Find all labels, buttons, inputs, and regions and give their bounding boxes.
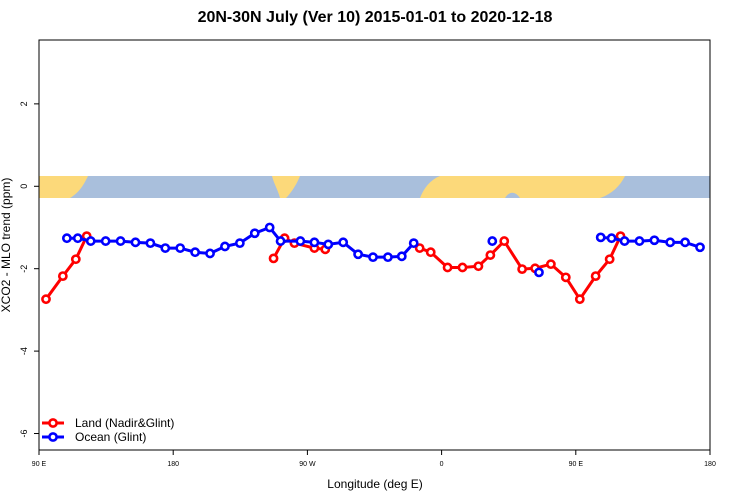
data-point: [190, 247, 201, 258]
legend-label: Land (Nadir&Glint): [75, 416, 174, 430]
y-tick-label: -2: [19, 265, 29, 273]
data-point: [368, 252, 378, 263]
data-point: [220, 241, 230, 252]
y-tick-label: -4: [19, 347, 29, 355]
data-point: [383, 252, 393, 263]
data-point: [485, 250, 496, 260]
data-point: [70, 254, 81, 265]
data-point: [72, 233, 83, 244]
data-point: [41, 294, 51, 305]
data-point: [85, 236, 96, 246]
data-point: [353, 249, 363, 260]
data-point: [338, 237, 349, 248]
data-point: [606, 233, 617, 244]
data-point: [649, 235, 660, 246]
data-point: [619, 236, 630, 246]
series-line: [44, 235, 89, 301]
data-point: [517, 264, 528, 275]
data-point: [499, 236, 510, 246]
data-point: [160, 243, 171, 253]
x-tick-label: 90 W: [299, 461, 316, 468]
data-point: [264, 222, 275, 233]
data-point: [590, 271, 601, 282]
data-point: [61, 233, 72, 244]
data-point: [414, 243, 425, 253]
data-point: [295, 236, 306, 246]
data-point: [396, 251, 407, 262]
data-point: [473, 261, 484, 272]
legend-marker: [48, 432, 58, 442]
data-point: [249, 228, 260, 239]
data-point: [205, 248, 215, 259]
y-tick-label: 0: [19, 184, 29, 189]
data-point: [487, 236, 498, 246]
data-point: [175, 243, 186, 253]
x-tick-label: 180: [704, 461, 716, 468]
data-point: [268, 253, 279, 264]
data-point: [634, 236, 645, 246]
data-point: [425, 247, 436, 258]
data-point: [234, 238, 245, 249]
data-point: [665, 237, 676, 248]
data-point: [309, 237, 320, 248]
data-point: [534, 267, 544, 278]
plot-frame: [38, 39, 711, 451]
x-tick-label: 0: [440, 461, 444, 468]
data-point: [680, 237, 690, 248]
legend-label: Ocean (Glint): [75, 430, 146, 444]
data-point: [457, 262, 468, 273]
data-point: [57, 271, 68, 282]
map-band: [39, 176, 710, 198]
x-tick-label: 90 E: [569, 461, 584, 468]
legend: Land (Nadir&Glint)Ocean (Glint): [42, 416, 174, 444]
data-point: [100, 236, 111, 246]
data-point: [408, 238, 419, 249]
x-tick-label: 180: [167, 461, 179, 468]
y-axis-label: XCO2 - MLO trend (ppm): [0, 178, 13, 313]
chart-title: 20N-30N July (Ver 10) 2015-01-01 to 2020…: [198, 9, 553, 26]
data-point: [595, 232, 606, 243]
data-point: [130, 237, 141, 248]
data-point: [442, 262, 453, 273]
legend-marker: [48, 418, 58, 428]
x-axis-label: Longitude (deg E): [327, 477, 422, 491]
data-point: [145, 238, 156, 249]
data-point: [323, 239, 334, 250]
data-point: [574, 294, 585, 305]
x-tick-label: 90 E: [32, 461, 47, 468]
data-point: [115, 236, 126, 246]
data-point: [560, 272, 571, 283]
data-point: [604, 254, 615, 265]
data-point: [275, 236, 286, 246]
data-point: [545, 259, 556, 270]
data-point: [695, 242, 705, 253]
y-tick-label: -6: [19, 430, 29, 438]
y-tick-label: 2: [19, 101, 29, 106]
